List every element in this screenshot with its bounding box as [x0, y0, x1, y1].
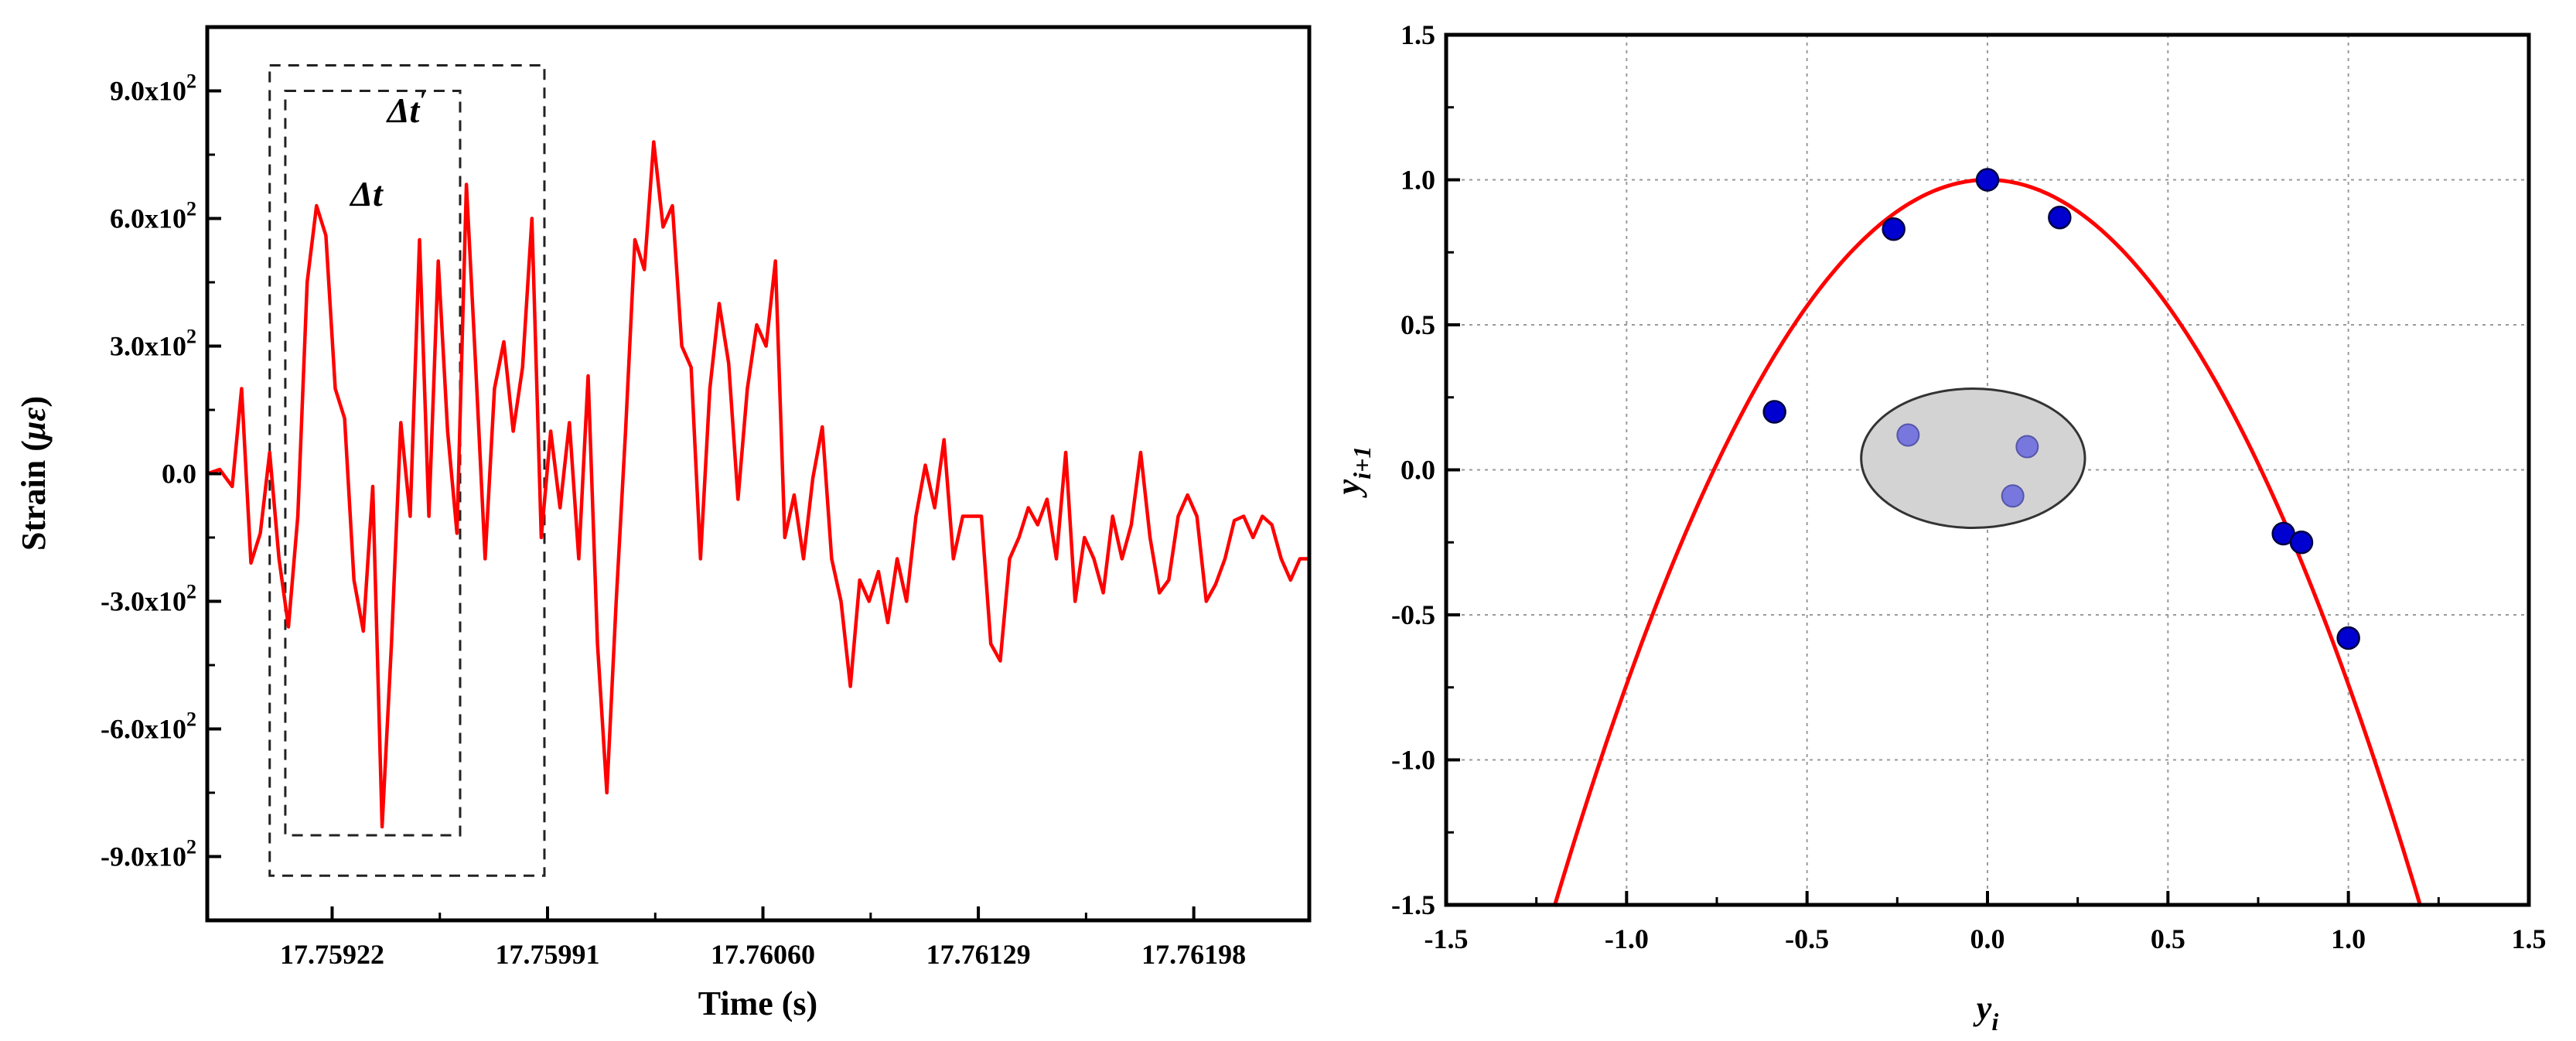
right-x-tick-label: 0.0 — [1970, 923, 2005, 954]
left-y-tick-label: -3.0x102 — [101, 581, 196, 617]
right-y-tick-label: 1.5 — [1401, 19, 1435, 50]
scatter-point — [1975, 168, 2000, 192]
cluster-point — [2001, 484, 2025, 508]
right-y-tick-label: 1.0 — [1401, 165, 1435, 196]
left-y-tick-label: -9.0x102 — [101, 836, 196, 872]
right-y-tick-label: -1.0 — [1391, 745, 1435, 776]
left-y-tick-label: -6.0x102 — [101, 708, 196, 745]
return-map-chart: -1.5 -1.0 -0.5 0.0 0.5 1.0 1.5 1.5 1.0 0.5 0.0 -0.… — [1329, 19, 2547, 1036]
scatter-point — [2289, 531, 2314, 555]
left-x-tick-label: 17.76129 — [926, 939, 1031, 970]
left-y-tick-label: 9.0x102 — [110, 70, 196, 107]
scatter-point — [2336, 626, 2360, 650]
cluster-ellipse — [1860, 387, 2086, 529]
delta-t-prime-label: Δt′ — [386, 86, 427, 130]
scatter-point — [2048, 206, 2072, 230]
right-x-tick-label: -1.5 — [1424, 923, 1469, 954]
strain-series — [206, 140, 1309, 829]
right-y-tick-label: -1.5 — [1391, 889, 1435, 920]
strain-time-chart: 17.75922 17.75991 17.76060 17.76129 17.76198… — [15, 25, 1312, 1022]
right-x-axis-label: yi — [1973, 989, 1999, 1036]
left-x-ticks: 17.75922 17.75991 17.76060 17.76129 17.76198 — [280, 906, 1246, 970]
right-y-tick-label: 0.5 — [1401, 309, 1435, 340]
delta-t-label: Δt — [349, 174, 384, 213]
right-x-tick-label: 1.0 — [2331, 923, 2366, 954]
left-y-ticks: 9.0x102 6.0x102 3.0x102 0.0 -3.0x102 -6.0x102… — [101, 70, 221, 872]
cluster-point — [1896, 423, 1920, 447]
right-x-tick-label: -0.5 — [1785, 923, 1829, 954]
right-y-ticks: 1.5 1.0 0.5 0.0 -0.5 -1.0 -1.5 — [1391, 19, 1460, 920]
right-y-axis-label: yi+1 — [1329, 446, 1376, 499]
left-y-tick-label: 3.0x102 — [110, 326, 196, 362]
scatter-point — [1762, 400, 1786, 424]
strain-line-0 — [206, 140, 1309, 829]
cluster-region — [1860, 387, 2086, 529]
right-x-tick-label: -1.0 — [1605, 923, 1649, 954]
right-x-tick-label: 1.5 — [2512, 923, 2547, 954]
left-x-axis-label: Time (s) — [698, 985, 817, 1022]
left-y-tick-label: 0.0 — [162, 459, 196, 490]
right-x-ticks: -1.5 -1.0 -0.5 0.0 0.5 1.0 1.5 — [1424, 891, 2547, 954]
left-y-tick-label: 6.0x102 — [110, 198, 196, 234]
cluster-point — [2015, 435, 2039, 459]
right-y-tick-label: 0.0 — [1401, 455, 1435, 486]
left-x-tick-label: 17.76198 — [1141, 939, 1246, 970]
right-y-tick-label: -0.5 — [1391, 599, 1435, 630]
scatter-point — [1882, 217, 1906, 241]
left-x-tick-label: 17.75991 — [496, 939, 600, 970]
scatter-points — [1762, 168, 2360, 650]
left-x-tick-label: 17.75922 — [280, 939, 384, 970]
left-y-axis-label: Strain (με) — [15, 396, 53, 551]
left-x-tick-label: 17.76060 — [711, 939, 815, 970]
right-x-tick-label: 0.5 — [2151, 923, 2185, 954]
